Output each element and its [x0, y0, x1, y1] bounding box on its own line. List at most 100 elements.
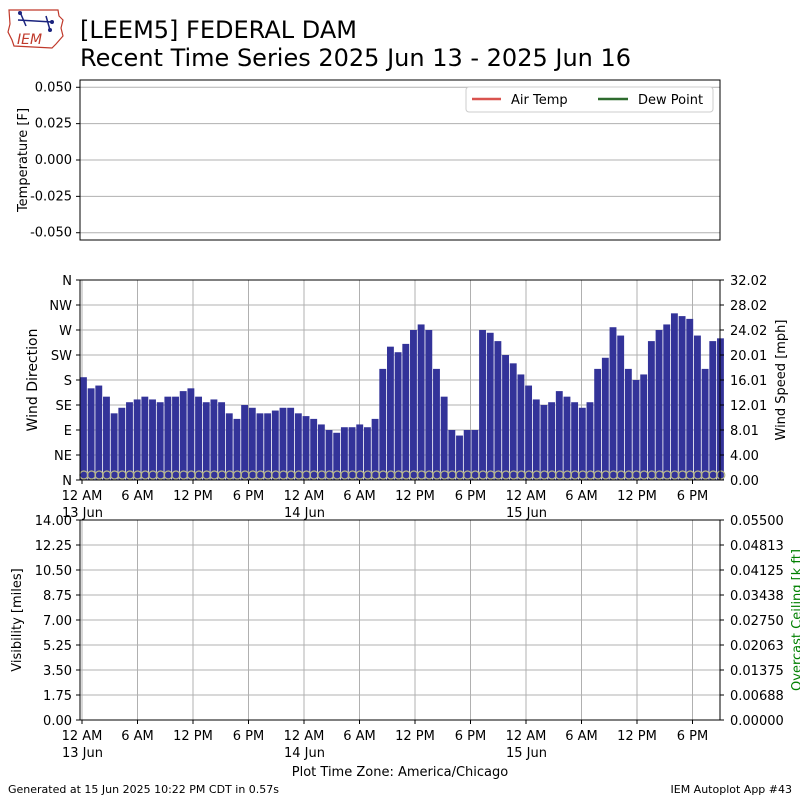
wind-direction-bar	[578, 407, 586, 480]
wind-x-tick-date: 14 Jun	[284, 506, 325, 521]
temp-panel-frame	[79, 79, 721, 241]
wind-direction-bar	[479, 330, 486, 480]
vis-y-tick-label: 12.25	[35, 539, 72, 554]
vis-x-tick-label: 12 PM	[617, 729, 657, 744]
temp-y-tick-label: 0.025	[35, 117, 72, 132]
wind-direction-bar	[294, 413, 302, 480]
wind-direction-bar	[248, 407, 256, 480]
wind-dir-tick-label: N	[62, 274, 72, 289]
wind-x-tick-label: 12 AM	[506, 489, 547, 504]
vis-y-tick-label: 8.75	[43, 589, 72, 604]
ceiling-y-tick-label: 0.04125	[730, 564, 784, 579]
wind-direction-bar	[118, 407, 126, 480]
wind-direction-bar	[586, 402, 594, 480]
wind-direction-bar	[156, 402, 164, 480]
wind-direction-bar	[103, 396, 110, 480]
wind-direction-bar	[617, 335, 625, 480]
vis-y-tick-label: 7.00	[43, 614, 72, 629]
legend-dew-point-label: Dew Point	[638, 93, 703, 108]
wind-x-tick-label: 6 PM	[677, 489, 708, 504]
wind-dir-tick-label: S	[64, 374, 72, 389]
wind-speed-tick-label: 20.01	[730, 349, 767, 364]
wind-dir-tick-label: NE	[54, 449, 72, 464]
wind-direction-bar	[463, 430, 471, 480]
wind-speed-tick-label: 32.02	[730, 274, 767, 289]
chart-subtitle: Recent Time Series 2025 Jun 13 - 2025 Ju…	[80, 44, 632, 72]
wind-direction-bar	[402, 343, 410, 480]
wind-direction-bar	[525, 385, 533, 480]
wind-direction-bar	[179, 391, 187, 480]
wind-direction-bar	[348, 427, 356, 480]
wind-direction-bar	[302, 416, 310, 480]
wind-direction-bar	[279, 407, 287, 480]
vis-y-tick-label: 5.25	[43, 639, 72, 654]
iem-logo-text: IEM	[17, 32, 42, 48]
wind-direction-bar	[456, 435, 463, 480]
vis-x-tick-label: 12 AM	[506, 729, 547, 744]
wind-direction-bar	[440, 396, 448, 480]
wind-direction-bar	[494, 341, 502, 480]
wind-x-tick-label: 12 PM	[173, 489, 213, 504]
vis-y-tick-label: 0.00	[43, 714, 72, 729]
wind-speed-tick-label: 24.02	[730, 324, 767, 339]
wind-direction-bar	[601, 357, 609, 480]
wind-direction-bar	[555, 391, 563, 480]
vis-y-tick-label: 3.50	[43, 664, 72, 679]
wind-direction-bar	[709, 341, 717, 480]
ceiling-y-tick-label: 0.00000	[730, 714, 784, 729]
wind-direction-bar	[379, 368, 387, 480]
temp-y-tick-label: 0.050	[35, 80, 72, 95]
wind-direction-bar	[502, 355, 509, 480]
wind-speed-tick-label: 28.02	[730, 299, 767, 314]
wind-direction-bar	[149, 399, 156, 480]
wind-dir-tick-label: W	[59, 324, 72, 339]
vis-x-tick-date: 13 Jun	[62, 746, 103, 761]
wind-direction-bar	[571, 402, 579, 480]
wind-speed-tick-label: 0.00	[730, 474, 759, 489]
wind-direction-bar	[141, 396, 149, 480]
wind-direction-bar	[701, 368, 709, 480]
wind-dir-tick-label: N	[62, 474, 72, 489]
temp-legend-box	[465, 86, 714, 113]
vis-x-tick-label: 6 PM	[677, 729, 708, 744]
wind-direction-bar	[317, 424, 325, 480]
wind-direction-bar	[271, 410, 279, 480]
wind-x-tick-label: 6 PM	[455, 489, 486, 504]
wind-x-tick-label: 6 PM	[233, 489, 264, 504]
wind-dir-tick-label: SW	[51, 349, 72, 364]
wind-speed-tick-label: 8.01	[730, 424, 759, 439]
wind-dir-tick-label: E	[64, 424, 72, 439]
wind-direction-bar	[87, 388, 95, 480]
vis-x-tick-label: 6 AM	[343, 729, 376, 744]
wind-direction-bar	[218, 402, 226, 480]
wind-direction-bar	[187, 388, 195, 480]
vis-x-tick-label: 12 AM	[284, 729, 325, 744]
wind-speed-tick-label: 12.01	[730, 399, 767, 414]
wind-direction-bar	[548, 402, 556, 480]
wind-x-tick-date: 13 Jun	[62, 506, 103, 521]
vis-x-tick-label: 6 PM	[233, 729, 264, 744]
vis-x-tick-label: 6 AM	[121, 729, 154, 744]
wind-direction-bar	[686, 318, 694, 480]
wind-direction-bar	[509, 363, 517, 480]
wind-direction-bar	[532, 399, 540, 480]
wind-direction-bar	[655, 330, 663, 480]
wind-direction-bar	[448, 430, 456, 480]
wind-x-tick-label: 12 PM	[617, 489, 657, 504]
x-axis-label: Plot Time Zone: America/Chicago	[292, 765, 508, 780]
visibility-axis-label: Visibility [miles]	[10, 568, 25, 671]
wind-direction-bar	[609, 327, 617, 480]
ceiling-y-tick-label: 0.05500	[730, 514, 784, 529]
wind-x-tick-label: 6 AM	[121, 489, 154, 504]
wind-direction-bar	[410, 330, 417, 480]
wind-x-tick-label: 6 AM	[565, 489, 598, 504]
vis-y-tick-label: 10.50	[35, 564, 72, 579]
wind-speed-tick-label: 16.01	[730, 374, 767, 389]
wind-direction-bar	[594, 368, 602, 480]
vis-x-tick-label: 6 AM	[565, 729, 598, 744]
wind-x-tick-date: 15 Jun	[506, 506, 547, 521]
wind-direction-bar	[678, 316, 686, 480]
wind-direction-axis-label: Wind Direction	[25, 329, 41, 432]
wind-x-tick-label: 12 AM	[284, 489, 325, 504]
